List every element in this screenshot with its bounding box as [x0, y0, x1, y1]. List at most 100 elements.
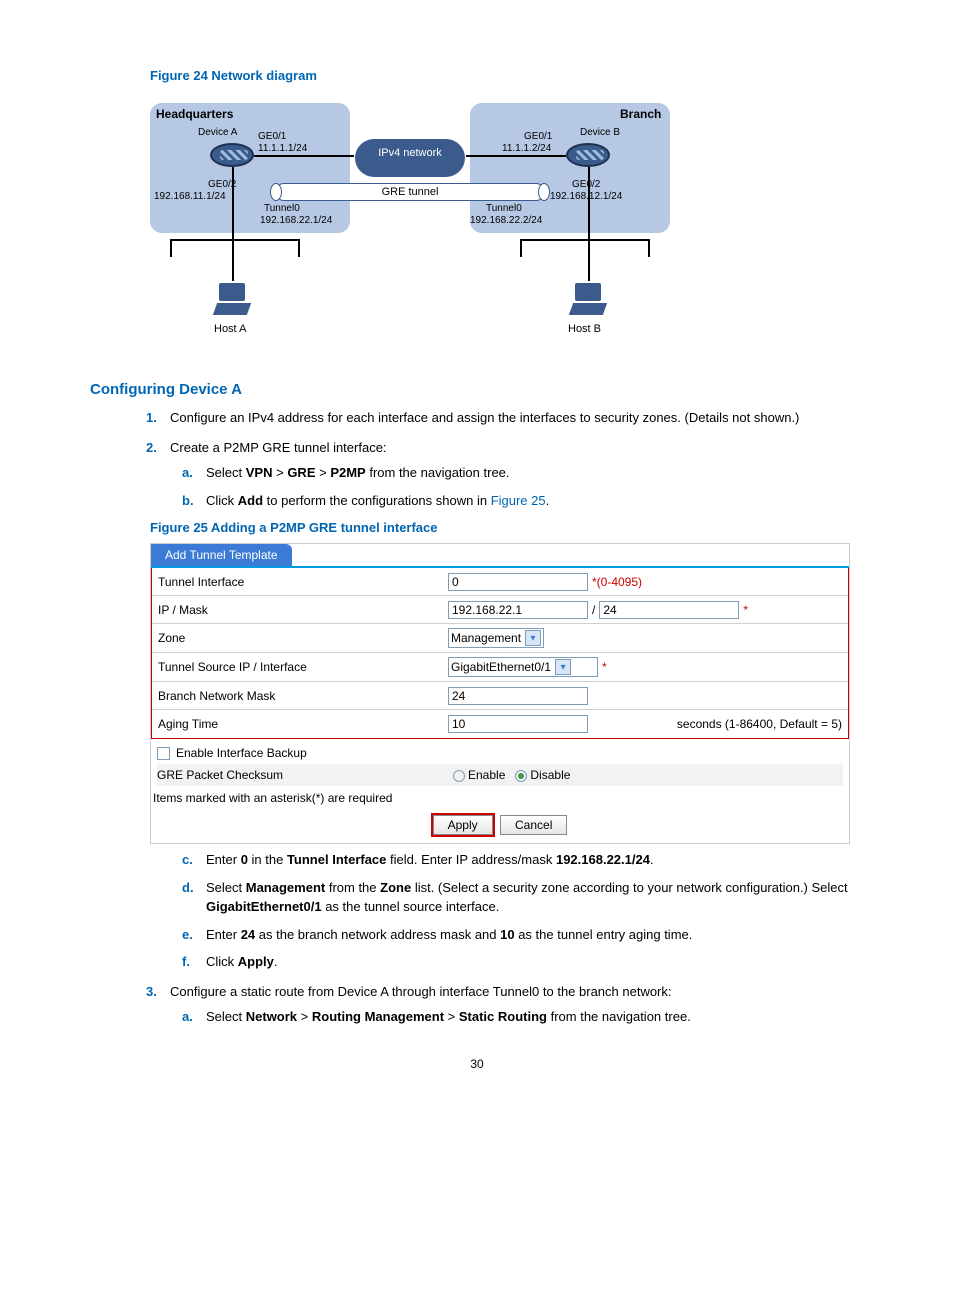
ip-a-ge02: 192.168.11.1/24	[154, 191, 226, 202]
tunnel-interface-label: Tunnel Interface	[158, 575, 448, 589]
step-1: 1. Configure an IPv4 address for each in…	[170, 408, 864, 428]
aging-time-input[interactable]	[448, 715, 588, 733]
row-tunnel-source: Tunnel Source IP / Interface GigabitEthe…	[152, 653, 848, 682]
enable-backup-label: Enable Interface Backup	[176, 746, 307, 760]
router-a-icon	[210, 143, 254, 167]
host-b-icon	[570, 283, 606, 319]
step-1-text: Configure an IPv4 address for each inter…	[170, 410, 799, 425]
ip-b-ge01: 11.1.1.2/24	[502, 143, 551, 154]
step-2c: c. Enter 0 in the Tunnel Interface field…	[206, 850, 864, 870]
cancel-button[interactable]: Cancel	[500, 815, 567, 835]
row-branch-mask: Branch Network Mask	[152, 682, 848, 710]
ipv4-cloud: IPv4 network	[355, 139, 465, 177]
lan-b-t2	[648, 239, 650, 257]
checksum-label: GRE Packet Checksum	[157, 768, 453, 782]
tunnel-source-select[interactable]: GigabitEthernet0/1▾	[448, 657, 598, 677]
tunnel-b-ip: 192.168.22.2/24	[470, 215, 542, 226]
router-b-icon	[566, 143, 610, 167]
host-b-link	[588, 239, 590, 281]
lan-a-t2	[298, 239, 300, 257]
configuring-device-a-heading: Configuring Device A	[90, 381, 864, 398]
step-2: 2. Create a P2MP GRE tunnel interface: a…	[170, 438, 864, 511]
ip-input[interactable]	[448, 601, 588, 619]
add-tunnel-form: Add Tunnel Template Tunnel Interface *(0…	[150, 543, 850, 844]
add-tunnel-tab[interactable]: Add Tunnel Template	[151, 544, 292, 566]
ge01-a-label: GE0/1	[258, 131, 286, 142]
row-tunnel-interface: Tunnel Interface *(0-4095)	[152, 568, 848, 596]
vline-b	[588, 167, 590, 239]
tunnel-source-label: Tunnel Source IP / Interface	[158, 660, 448, 674]
host-a-link	[232, 239, 234, 281]
required-note: Items marked with an asterisk(*) are req…	[151, 789, 849, 809]
enable-backup-checkbox[interactable]	[157, 747, 170, 760]
step-2e: e. Enter 24 as the branch network addres…	[206, 925, 864, 945]
tunnel-interface-hint: *(0-4095)	[592, 575, 642, 589]
mask-input[interactable]	[599, 601, 739, 619]
tunnel-a-ip: 192.168.22.1/24	[260, 215, 332, 226]
host-a-icon	[214, 283, 250, 319]
step-2a-marker: a.	[182, 463, 193, 483]
aging-time-label: Aging Time	[158, 717, 448, 731]
link-b-cloud	[466, 155, 566, 157]
aging-time-hint: seconds (1-86400, Default = 5)	[677, 717, 842, 731]
ipv4-cloud-label: IPv4 network	[355, 147, 465, 159]
tunnel-interface-input[interactable]	[448, 573, 588, 591]
ip-b-ge02: 192.168.12.1/24	[550, 191, 622, 202]
row-checksum: GRE Packet Checksum Enable Disable	[157, 764, 843, 786]
tunnel-end-r	[538, 183, 550, 201]
lan-b	[520, 239, 650, 241]
step-2d-marker: d.	[182, 878, 194, 898]
chevron-down-icon: ▾	[555, 659, 571, 675]
step-2f-marker: f.	[182, 952, 190, 972]
ge01-b-label: GE0/1	[524, 131, 552, 142]
row-ip-mask: IP / Mask / *	[152, 596, 848, 624]
step-1-number: 1.	[146, 408, 157, 428]
zone-select[interactable]: Management▾	[448, 628, 544, 648]
row-aging-time: Aging Time seconds (1-86400, Default = 5…	[152, 710, 848, 738]
checksum-disable-radio[interactable]	[515, 770, 527, 782]
page-number: 30	[90, 1057, 864, 1071]
ip-a-ge01: 11.1.1.1/24	[258, 143, 307, 154]
device-a-label: Device A	[198, 127, 237, 138]
ip-mask-label: IP / Mask	[158, 603, 448, 617]
branch-mask-label: Branch Network Mask	[158, 689, 448, 703]
checksum-enable-radio[interactable]	[453, 770, 465, 782]
row-enable-backup: Enable Interface Backup	[157, 742, 843, 764]
step-2-text: Create a P2MP GRE tunnel interface:	[170, 440, 387, 455]
vline-a	[232, 167, 234, 239]
host-a-label: Host A	[214, 323, 246, 335]
hq-panel	[150, 103, 350, 233]
branch-label: Branch	[620, 107, 661, 121]
device-b-label: Device B	[580, 127, 620, 138]
tunnel-a-label: Tunnel0	[264, 203, 300, 214]
network-diagram: Headquarters Branch Device A Device B GE…	[150, 91, 670, 361]
step-3a-marker: a.	[182, 1007, 193, 1027]
step-3-text: Configure a static route from Device A t…	[170, 984, 672, 999]
step-2a: a. Select VPN > GRE > P2MP from the navi…	[206, 463, 864, 483]
lan-b-t1	[520, 239, 522, 257]
lan-a-t1	[170, 239, 172, 257]
chevron-down-icon: ▾	[525, 630, 541, 646]
gre-tunnel-bar: GRE tunnel	[275, 183, 545, 201]
step-3-number: 3.	[146, 982, 157, 1002]
figure24-caption: Figure 24 Network diagram	[150, 68, 864, 83]
ip-mask-slash: /	[592, 603, 595, 617]
step-3: 3. Configure a static route from Device …	[170, 982, 864, 1027]
host-b-label: Host B	[568, 323, 601, 335]
hq-label: Headquarters	[156, 107, 233, 121]
step-2-number: 2.	[146, 438, 157, 458]
lan-a	[170, 239, 300, 241]
apply-button[interactable]: Apply	[433, 815, 493, 835]
step-2d: d. Select Management from the Zone list.…	[206, 878, 864, 917]
ge02-b-label: GE0/2	[572, 179, 600, 190]
step-2b: b. Click Add to perform the configuratio…	[206, 491, 864, 511]
tunnel-b-label: Tunnel0	[486, 203, 522, 214]
step-2f: f. Click Apply.	[206, 952, 864, 972]
ip-mask-star: *	[743, 603, 748, 617]
step-2c-marker: c.	[182, 850, 193, 870]
zone-label: Zone	[158, 631, 448, 645]
branch-mask-input[interactable]	[448, 687, 588, 705]
tunnel-source-star: *	[602, 660, 607, 674]
step-2b-marker: b.	[182, 491, 194, 511]
figure25-caption: Figure 25 Adding a P2MP GRE tunnel inter…	[150, 520, 864, 535]
